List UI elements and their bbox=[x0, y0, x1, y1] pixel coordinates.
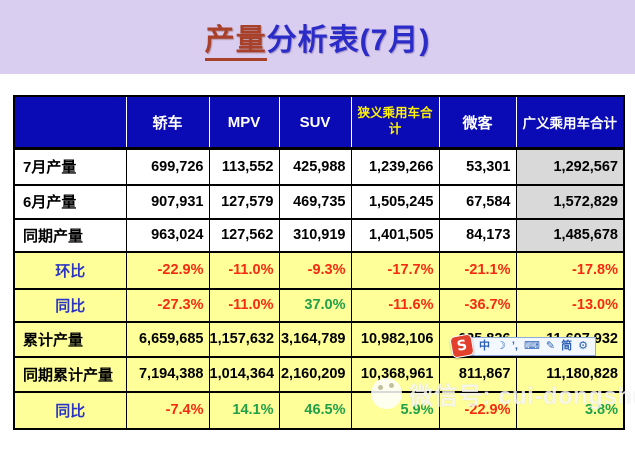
production-table: 轿车 MPV SUV 狭义乘用车合计 微客 广义乘用车合计 7月产量 699,726 113,… bbox=[13, 95, 625, 430]
title-highlight: 产量 bbox=[204, 24, 267, 61]
table-cell: 699,726 bbox=[125, 147, 210, 186]
table-cell: 1,239,266 bbox=[350, 147, 440, 186]
table-cell: 425,988 bbox=[278, 147, 352, 186]
table-body: 7月产量 699,726 113,552 425,988 1,239,266 53,301… bbox=[13, 147, 625, 430]
table-cell: 310,919 bbox=[278, 217, 352, 253]
title-band: 产量分析表(7月) bbox=[0, 0, 635, 74]
table-cell: 1,157,632 bbox=[208, 320, 280, 358]
table-cell: 1,014,364 bbox=[208, 355, 280, 393]
column-header: 广义乘用车合计 bbox=[516, 96, 625, 150]
column-header: 轿车 bbox=[126, 96, 210, 150]
table-cell: -17.8% bbox=[515, 250, 625, 290]
table-cell: -22.9% bbox=[438, 390, 517, 430]
table-cell: -11.6% bbox=[350, 287, 440, 323]
keyboard-icon[interactable]: ⌨ bbox=[524, 339, 540, 352]
table-cell: 1,401,505 bbox=[350, 217, 440, 253]
row-label: 同比 bbox=[13, 287, 127, 323]
row-label: 同期产量 bbox=[13, 217, 127, 253]
table-cell: 1,505,245 bbox=[350, 183, 440, 220]
table-cell: -21.1% bbox=[438, 250, 517, 290]
table-cell: 469,735 bbox=[278, 183, 352, 220]
table-cell: 11,180,828 bbox=[515, 355, 625, 393]
table-row: 同期产量 963,024 127,562 310,919 1,401,505 84,173… bbox=[13, 217, 625, 253]
wechat-icon-eye bbox=[378, 385, 383, 390]
table-cell: -7.4% bbox=[125, 390, 210, 430]
table-cell: 963,024 bbox=[125, 217, 210, 253]
moon-icon[interactable]: ☽ bbox=[496, 339, 506, 352]
ime-toolbar: S 中 ☽ ’, ⌨ ✎ 简 ⚙ bbox=[449, 333, 596, 359]
table-cell: 1,292,567 bbox=[515, 147, 625, 186]
column-header: 微客 bbox=[439, 96, 517, 150]
sogou-logo-icon[interactable]: S bbox=[449, 333, 475, 359]
row-label: 6月产量 bbox=[13, 183, 127, 220]
table-cell: 46.5% bbox=[278, 390, 352, 430]
row-label: 同期累计产量 bbox=[13, 355, 127, 393]
table-cell: 10,982,106 bbox=[350, 320, 440, 358]
table-cell: 3.8% bbox=[515, 390, 625, 430]
table-cell: -11.0% bbox=[208, 287, 280, 323]
table-row: 同比 -27.3% -11.0% 37.0% -11.6% -36.7% -13.0% bbox=[13, 287, 625, 323]
table-row: 同期累计产量 7,194,388 1,014,364 2,160,209 10,368,… bbox=[13, 355, 625, 393]
punctuation-icon[interactable]: ’, bbox=[511, 339, 518, 352]
wechat-icon-eye bbox=[389, 383, 394, 388]
table-row: 同比 -7.4% 14.1% 46.5% 5.9% -22.9% 3.8% bbox=[13, 390, 625, 430]
table-cell: 84,173 bbox=[438, 217, 517, 253]
wechat-watermark: 微信号: cui-dongshu bbox=[371, 376, 635, 411]
column-header: SUV bbox=[279, 96, 352, 150]
handwriting-icon[interactable]: ✎ bbox=[545, 339, 556, 352]
column-header bbox=[14, 96, 127, 150]
row-label: 同比 bbox=[13, 390, 127, 430]
table-cell: 2,160,209 bbox=[278, 355, 352, 393]
table-cell: 1,572,829 bbox=[515, 183, 625, 220]
page-title: 产量分析表(7月) bbox=[204, 15, 431, 61]
table-cell: -22.9% bbox=[125, 250, 210, 290]
row-label: 环比 bbox=[13, 250, 127, 290]
column-header: 狭义乘用车合计 bbox=[351, 96, 440, 150]
table-cell: 1,485,678 bbox=[515, 217, 625, 253]
simplified-chinese-icon[interactable]: 简 bbox=[561, 339, 573, 352]
row-label: 累计产量 bbox=[13, 320, 127, 358]
row-label: 7月产量 bbox=[13, 147, 127, 186]
table-row: 7月产量 699,726 113,552 425,988 1,239,266 53,301… bbox=[13, 147, 625, 186]
wrench-icon[interactable]: ⚙ bbox=[578, 339, 588, 352]
table-cell: -36.7% bbox=[438, 287, 517, 323]
table-cell: 53,301 bbox=[438, 147, 517, 186]
table-cell: 907,931 bbox=[125, 183, 210, 220]
table-cell: 37.0% bbox=[278, 287, 352, 323]
table-row: 6月产量 907,931 127,579 469,735 1,505,245 67,584… bbox=[13, 183, 625, 220]
title-rest: 分析表(7月) bbox=[266, 24, 431, 57]
table-cell: -17.7% bbox=[350, 250, 440, 290]
table-cell: 113,552 bbox=[208, 147, 280, 186]
table-row: 环比 -22.9% -11.0% -9.3% -17.7% -21.1% -17.8% bbox=[13, 250, 625, 290]
table-cell: -27.3% bbox=[125, 287, 210, 323]
table-cell: 127,579 bbox=[208, 183, 280, 220]
table-cell: 7,194,388 bbox=[125, 355, 210, 393]
table-cell: -11.0% bbox=[208, 250, 280, 290]
table-cell: 811,867 bbox=[438, 355, 517, 393]
table-cell: 3,164,789 bbox=[278, 320, 352, 358]
chinese-mode-icon[interactable]: 中 bbox=[479, 339, 490, 352]
table-cell: -13.0% bbox=[515, 287, 625, 323]
table-cell: 6,659,685 bbox=[125, 320, 210, 358]
ime-toolbar-bar: 中 ☽ ’, ⌨ ✎ 简 ⚙ bbox=[469, 336, 596, 356]
table-cell: -9.3% bbox=[278, 250, 352, 290]
wechat-id-text: 微信号: cui-dongshu bbox=[409, 383, 635, 410]
column-header: MPV bbox=[209, 96, 280, 150]
table-cell: 14.1% bbox=[208, 390, 280, 430]
table-cell: 67,584 bbox=[438, 183, 517, 220]
table-header-row: 轿车 MPV SUV 狭义乘用车合计 微客 广义乘用车合计 bbox=[14, 96, 625, 150]
wechat-icon bbox=[371, 378, 402, 409]
table-cell: 127,562 bbox=[208, 217, 280, 253]
